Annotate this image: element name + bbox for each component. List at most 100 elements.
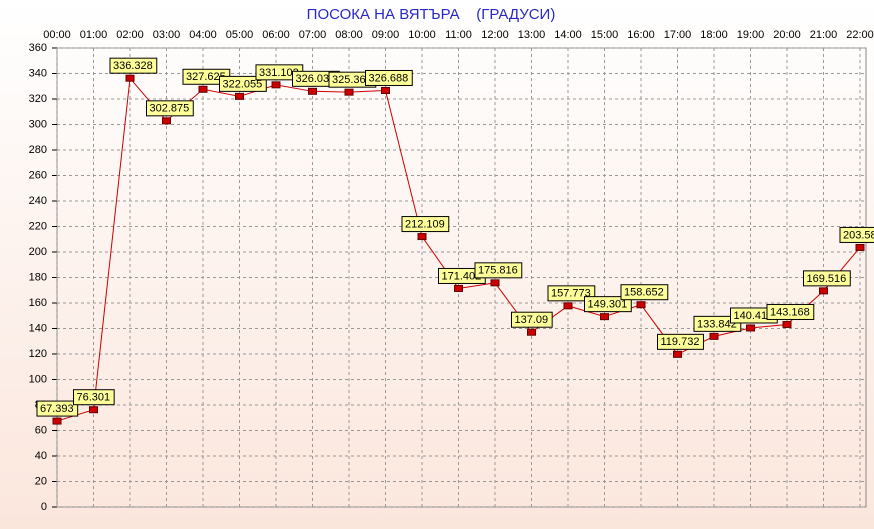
- x-tick-label: 04:00: [189, 29, 217, 41]
- y-tick-label: 240: [29, 195, 47, 207]
- x-tick-label: 07:00: [299, 29, 327, 41]
- y-tick-label: 180: [29, 271, 47, 283]
- value-label-box: [657, 333, 704, 350]
- point: [417, 233, 427, 241]
- value-label: 169.516: [807, 273, 847, 285]
- value-label-box: [36, 400, 79, 417]
- value-label: 175.816: [478, 265, 518, 277]
- y-tick-label: 40: [35, 450, 47, 462]
- point: [162, 117, 171, 125]
- x-tick-label: 13:00: [518, 29, 546, 41]
- value-label: 137.09: [515, 314, 549, 326]
- value-label: 322.055: [223, 78, 263, 90]
- point: [527, 328, 536, 336]
- value-label-box: [109, 57, 158, 74]
- y-tick-label: 20: [35, 475, 47, 487]
- x-tick-label: 22:00: [846, 29, 874, 41]
- value-label: 171.402: [442, 270, 482, 282]
- point: [746, 324, 755, 332]
- point: [52, 417, 62, 425]
- x-tick-label: 10:00: [408, 29, 436, 41]
- value-label-box: [766, 303, 815, 320]
- point: [600, 313, 609, 321]
- x-tick-label: 01:00: [80, 29, 108, 41]
- value-label: 327.625: [186, 71, 226, 83]
- value-label-box: [219, 75, 267, 92]
- y-tick-label: 320: [29, 93, 47, 105]
- point: [235, 92, 244, 100]
- y-tick-label: 60: [35, 424, 47, 436]
- y-tick-label: 100: [29, 373, 47, 385]
- x-tick-label: 14:00: [554, 29, 582, 41]
- value-label-box: [693, 315, 742, 332]
- value-label-box: [584, 296, 632, 313]
- value-label: 158.652: [624, 287, 664, 299]
- value-label-box: [803, 270, 851, 287]
- value-label: 302.875: [150, 103, 190, 115]
- point: [344, 88, 354, 96]
- value-label-box: [547, 285, 596, 302]
- x-tick-label: 16:00: [627, 29, 655, 41]
- value-label: 143.168: [770, 306, 810, 318]
- value-label-box: [401, 216, 450, 233]
- value-label-box: [839, 226, 874, 243]
- value-label-box: [146, 100, 194, 117]
- point: [125, 74, 135, 82]
- y-tick-label: 140: [29, 322, 47, 334]
- value-label: 119.732: [661, 336, 700, 348]
- x-tick-label: 12:00: [481, 29, 509, 41]
- point: [673, 350, 682, 358]
- x-tick-label: 03:00: [153, 29, 181, 41]
- value-label: 212.109: [405, 218, 445, 230]
- point: [381, 86, 390, 94]
- value-label: 326.031: [296, 73, 336, 85]
- y-tick-label: 300: [29, 118, 47, 130]
- point: [271, 81, 281, 89]
- x-tick-label: 00:00: [43, 29, 71, 41]
- value-label-box: [511, 311, 553, 328]
- y-tick-label: 220: [29, 220, 47, 232]
- point: [855, 243, 865, 251]
- value-label: 157.773: [551, 288, 591, 300]
- x-tick-label: 19:00: [737, 29, 765, 41]
- x-tick-label: 21:00: [810, 29, 838, 41]
- point: [198, 85, 208, 93]
- chart-title: ПОСОКА НА ВЯТЪРА (ГРАДУСИ): [307, 6, 556, 23]
- x-tick-label: 02:00: [116, 29, 144, 41]
- point: [454, 284, 463, 292]
- point: [636, 301, 646, 309]
- point: [782, 320, 792, 328]
- y-tick-label: 280: [29, 144, 47, 156]
- value-label: 336.328: [113, 60, 153, 72]
- y-tick-label: 120: [29, 348, 47, 360]
- y-tick-label: 0: [41, 501, 47, 513]
- point: [89, 406, 98, 414]
- value-label: 149.301: [588, 299, 628, 311]
- x-tick-label: 08:00: [335, 29, 363, 41]
- x-tick-label: 11:00: [445, 29, 472, 41]
- point: [563, 302, 573, 310]
- value-label: 203.583: [843, 229, 874, 241]
- value-label: 331.102: [259, 67, 299, 79]
- y-tick-label: 340: [29, 67, 47, 79]
- point: [709, 332, 719, 340]
- value-label-box: [474, 262, 523, 279]
- x-tick-label: 09:00: [372, 29, 400, 41]
- x-tick-label: 15:00: [591, 29, 619, 41]
- value-label: 326.688: [369, 72, 409, 84]
- point: [490, 279, 500, 287]
- value-label: 67.393: [40, 403, 74, 415]
- y-tick-label: 160: [29, 297, 47, 309]
- point: [819, 287, 828, 295]
- y-tick-label: 200: [29, 246, 47, 258]
- y-tick-label: 360: [29, 42, 47, 54]
- value-label: 140.412: [734, 310, 774, 322]
- value-label-box: [620, 284, 669, 301]
- value-label-box: [73, 389, 115, 406]
- x-tick-label: 06:00: [262, 29, 290, 41]
- value-label: 325.363: [332, 74, 372, 86]
- x-tick-label: 17:00: [664, 29, 692, 41]
- y-tick-label: 260: [29, 169, 47, 181]
